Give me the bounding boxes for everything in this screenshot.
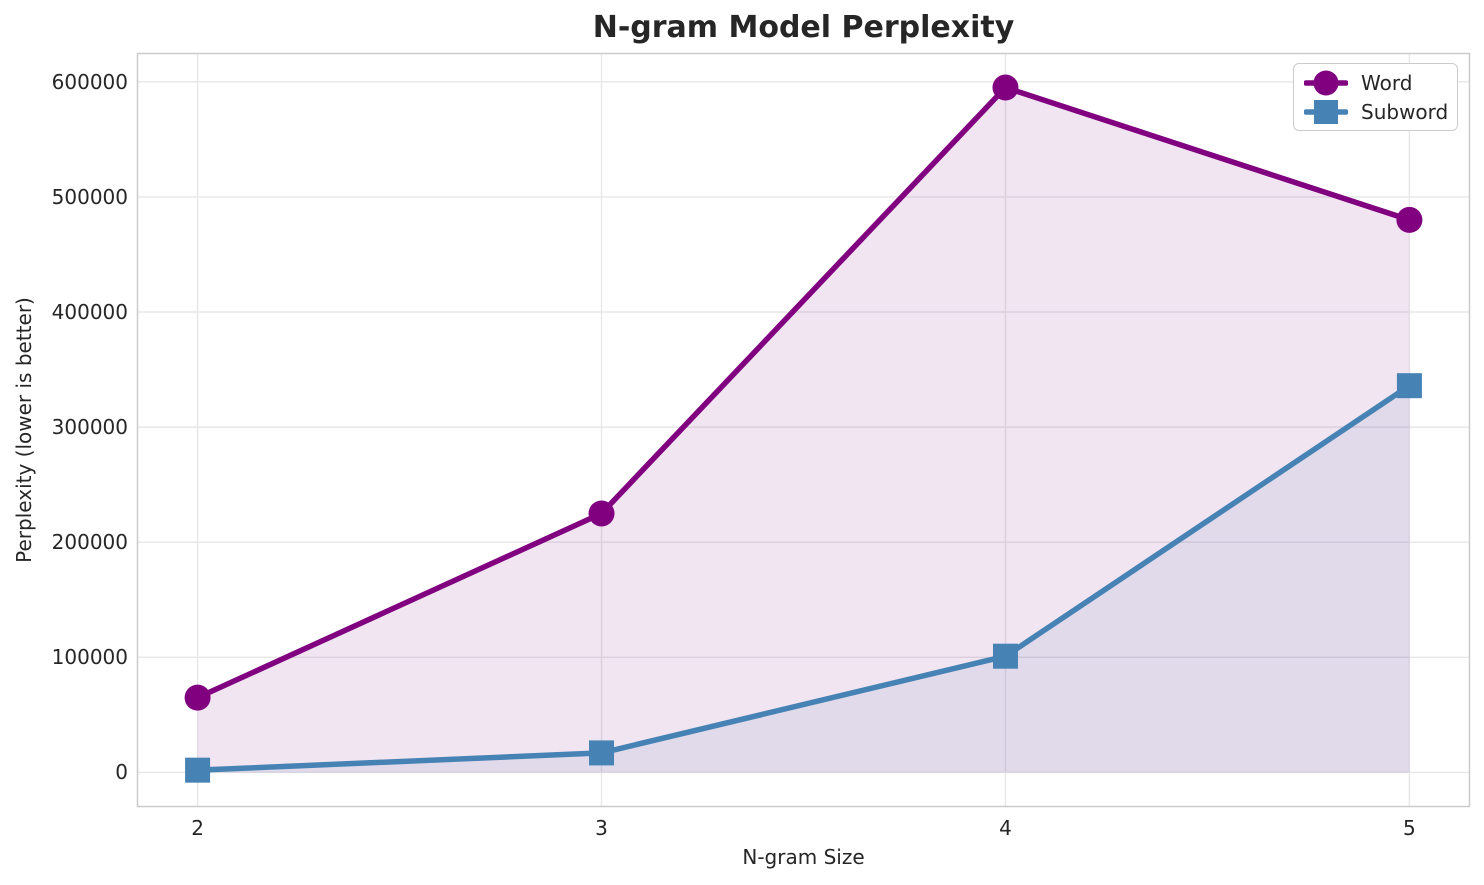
subword-data-point bbox=[1396, 373, 1422, 399]
y-tick-label: 0 bbox=[115, 760, 128, 785]
chart-title: N-gram Model Perplexity bbox=[592, 10, 1015, 45]
x-tick-label: 4 bbox=[999, 816, 1012, 840]
subword-line bbox=[194, 382, 1413, 773]
y-tick-label: 400000 bbox=[51, 300, 128, 324]
legend-label-subword: Subword bbox=[1361, 99, 1449, 124]
subword-line-square-icon bbox=[1304, 99, 1348, 124]
x-tick-label: 3 bbox=[595, 816, 608, 840]
x-tick-label: 5 bbox=[1403, 816, 1416, 840]
y-tick-label: 600000 bbox=[51, 69, 128, 94]
word-data-point bbox=[588, 500, 615, 527]
y-tick-label: 300000 bbox=[51, 415, 128, 440]
word-data-point bbox=[992, 74, 1019, 101]
x-axis-label: N-gram Size bbox=[742, 845, 865, 869]
plot-border bbox=[136, 52, 1471, 808]
subword-data-point bbox=[992, 643, 1018, 669]
legend-item-subword: Subword bbox=[1304, 98, 1449, 126]
y-tick-label: 200000 bbox=[51, 530, 128, 555]
word-area-fill bbox=[197, 87, 1410, 773]
word-line bbox=[194, 84, 1413, 701]
subword-data-point bbox=[589, 740, 615, 766]
legend: Word Subword bbox=[1293, 63, 1458, 131]
y-tick-label: 500000 bbox=[51, 184, 128, 209]
legend-item-word: Word bbox=[1304, 69, 1449, 97]
word-line-circle-icon bbox=[1304, 70, 1348, 95]
legend-label-word: Word bbox=[1361, 70, 1413, 95]
subword-data-point bbox=[185, 757, 211, 783]
word-data-point bbox=[184, 684, 211, 711]
subword-area-fill bbox=[197, 385, 1410, 773]
y-axis-label: Perplexity (lower is better) bbox=[12, 297, 36, 563]
word-data-point bbox=[1396, 206, 1423, 233]
y-tick-label: 100000 bbox=[51, 645, 128, 670]
plot-area bbox=[136, 52, 1471, 808]
x-tick-label: 2 bbox=[191, 816, 204, 840]
